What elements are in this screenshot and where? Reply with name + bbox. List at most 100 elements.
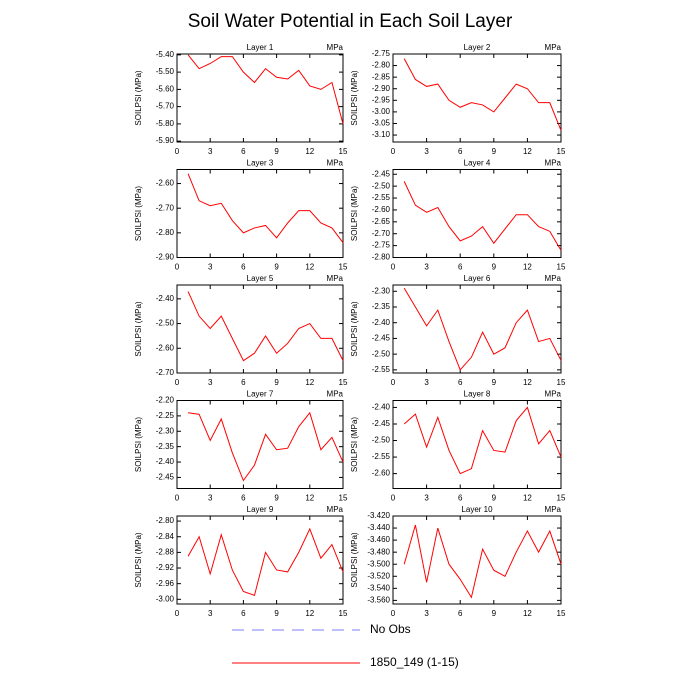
x-tick-label: 0 (391, 378, 396, 387)
plot-frame (176, 53, 344, 143)
panel-title: Layer 6 (464, 274, 491, 283)
x-tick-label: 3 (208, 263, 213, 272)
panel-title: Layer 1 (247, 43, 274, 52)
x-tick-label: 9 (492, 609, 497, 618)
x-tick-label: 9 (274, 609, 279, 618)
y-tick-label: -2.92 (156, 563, 175, 572)
y-tick-label: -3.10 (372, 130, 391, 139)
y-tick-label: -5.70 (156, 102, 175, 111)
y-tick-label: -2.50 (372, 436, 391, 445)
x-tick-label: 9 (492, 263, 497, 272)
plot-frame (392, 284, 562, 374)
panel-title: Layer 5 (247, 274, 274, 283)
x-tick-label: 12 (523, 263, 532, 272)
x-tick-label: 9 (492, 378, 497, 387)
y-tick-label: -2.80 (372, 61, 391, 70)
x-tick-label: 15 (339, 378, 348, 387)
x-tick-label: 0 (175, 494, 180, 503)
y-tick-label: -2.96 (156, 579, 175, 588)
y-tick-label: -2.65 (372, 217, 391, 226)
x-tick-label: 12 (523, 609, 532, 618)
y-axis-label: SOILPSI (MPa) (134, 186, 143, 241)
y-tick-label: -2.80 (372, 253, 391, 262)
y-tick-label: -3.560 (367, 595, 390, 604)
units-label: MPa (545, 505, 562, 514)
x-tick-label: 12 (305, 147, 314, 156)
y-tick-label: -3.440 (367, 523, 390, 532)
panel-title: Layer 2 (464, 43, 491, 52)
x-tick-label: 12 (305, 609, 314, 618)
y-tick-label: -2.90 (156, 253, 175, 262)
plot-frame (392, 515, 562, 605)
figure-title: Soil Water Potential in Each Soil Layer (188, 11, 513, 32)
y-tick-label: -3.00 (372, 107, 391, 116)
plot-frame (392, 400, 562, 489)
x-tick-label: 12 (523, 147, 532, 156)
panel-title: Layer 8 (464, 390, 491, 399)
x-tick-label: 12 (523, 378, 532, 387)
y-tick-label: -2.60 (156, 179, 175, 188)
x-tick-label: 6 (241, 494, 246, 503)
plot-frame (176, 169, 344, 258)
y-tick-label: -2.60 (372, 469, 391, 478)
x-tick-label: 0 (391, 609, 396, 618)
x-tick-label: 0 (391, 263, 396, 272)
data-line (187, 411, 344, 482)
y-tick-label: -3.460 (367, 535, 390, 544)
x-tick-label: 0 (391, 147, 396, 156)
x-tick-label: 3 (424, 494, 429, 503)
y-tick-label: -5.50 (156, 67, 175, 76)
x-tick-label: 15 (557, 378, 566, 387)
y-tick-label: -2.25 (156, 411, 175, 420)
y-axis-label: SOILPSI (MPa) (350, 186, 359, 241)
data-line (187, 291, 344, 362)
y-tick-label: -2.75 (372, 49, 391, 58)
x-tick-label: 6 (458, 147, 463, 156)
units-label: MPa (545, 159, 562, 168)
panel-title: Layer 4 (464, 159, 491, 168)
plot-frame (176, 284, 344, 374)
y-tick-label: -2.55 (372, 365, 391, 374)
y-axis-label: SOILPSI (MPa) (350, 70, 359, 125)
panel-title: Layer 10 (461, 505, 493, 514)
data-line (403, 524, 562, 599)
x-tick-label: 6 (458, 378, 463, 387)
y-tick-label: -3.520 (367, 571, 390, 580)
x-tick-label: 0 (391, 494, 396, 503)
x-tick-label: 12 (305, 378, 314, 387)
y-tick-label: -2.60 (156, 343, 175, 352)
x-tick-label: 6 (241, 147, 246, 156)
data-line (187, 54, 344, 125)
x-tick-label: 15 (557, 263, 566, 272)
units-label: MPa (545, 274, 562, 283)
y-tick-label: -2.60 (372, 205, 391, 214)
x-tick-label: 6 (241, 378, 246, 387)
y-tick-label: -2.88 (156, 547, 175, 556)
y-tick-label: -2.50 (372, 181, 391, 190)
y-axis-label: SOILPSI (MPa) (134, 532, 143, 587)
x-tick-label: 15 (339, 494, 348, 503)
x-tick-label: 3 (208, 378, 213, 387)
y-axis-label: SOILPSI (MPa) (134, 301, 143, 356)
y-tick-label: -2.50 (156, 319, 175, 328)
plot-frame (392, 53, 562, 143)
y-tick-label: -2.30 (372, 286, 391, 295)
y-tick-label: -2.45 (372, 169, 391, 178)
y-tick-label: -3.420 (367, 511, 390, 520)
data-line (403, 406, 562, 475)
plot-frame (176, 515, 344, 605)
y-axis-label: SOILPSI (MPa) (350, 301, 359, 356)
y-tick-label: -2.55 (372, 193, 391, 202)
units-label: MPa (545, 43, 562, 52)
y-axis-label: SOILPSI (MPa) (350, 532, 359, 587)
units-label: MPa (327, 390, 344, 399)
panel-title: Layer 3 (247, 159, 274, 168)
x-tick-label: 3 (424, 147, 429, 156)
y-tick-label: -3.540 (367, 583, 390, 592)
y-tick-label: -2.45 (372, 419, 391, 428)
y-tick-label: -5.40 (156, 50, 175, 59)
y-axis-label: SOILPSI (MPa) (350, 417, 359, 472)
y-tick-label: -3.500 (367, 559, 390, 568)
y-tick-label: -2.50 (372, 349, 391, 358)
